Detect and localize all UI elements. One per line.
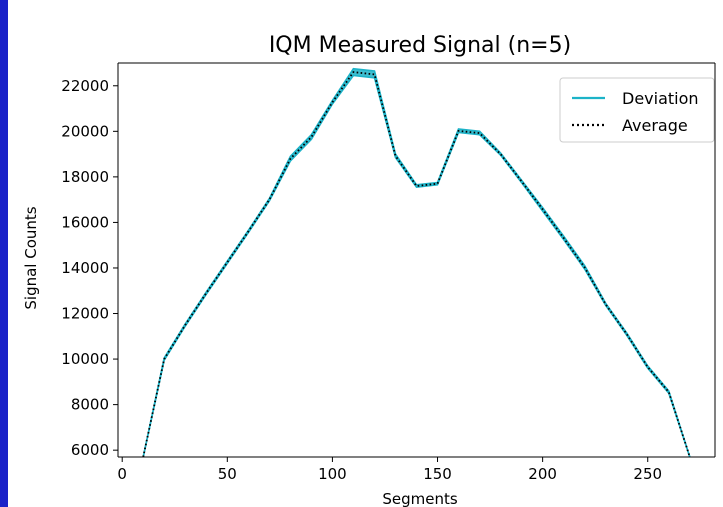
- y-axis-label: Signal Counts: [22, 206, 40, 309]
- x-tick-label: 250: [633, 465, 662, 483]
- axes: [117, 62, 716, 458]
- y-tick-label: 10000: [61, 350, 109, 368]
- y-tick-label: 18000: [61, 168, 109, 186]
- x-axis-label: Segments: [382, 490, 458, 507]
- legend: Deviation Average: [559, 77, 715, 143]
- y-axis-ticks: 6000 8000 10000 12000 14000 16000 18000 20000 22…: [61, 77, 118, 459]
- x-tick-label: 150: [423, 465, 452, 483]
- x-tick-label: 200: [528, 465, 557, 483]
- series-group: [142, 67, 691, 457]
- y-tick-label: 6000: [71, 441, 109, 459]
- legend-label-average: Average: [622, 116, 688, 135]
- y-tick-label: 16000: [61, 213, 109, 231]
- x-tick-label: 100: [318, 465, 347, 483]
- x-tick-label: 0: [117, 465, 127, 483]
- chart-title: IQM Measured Signal (n=5): [269, 33, 571, 58]
- x-tick-label: 50: [218, 465, 237, 483]
- y-tick-label: 12000: [61, 305, 109, 323]
- y-tick-label: 22000: [61, 77, 109, 95]
- y-tick-label: 20000: [61, 122, 109, 140]
- deviation-lower-line: [142, 74, 691, 457]
- y-tick-label: 8000: [71, 396, 109, 414]
- x-axis-ticks: 0 50 100 150 200 250: [117, 457, 662, 483]
- average-line: [142, 71, 691, 457]
- y-tick-label: 14000: [61, 259, 109, 277]
- legend-label-deviation: Deviation: [622, 89, 699, 108]
- left-border-bar: [0, 0, 8, 507]
